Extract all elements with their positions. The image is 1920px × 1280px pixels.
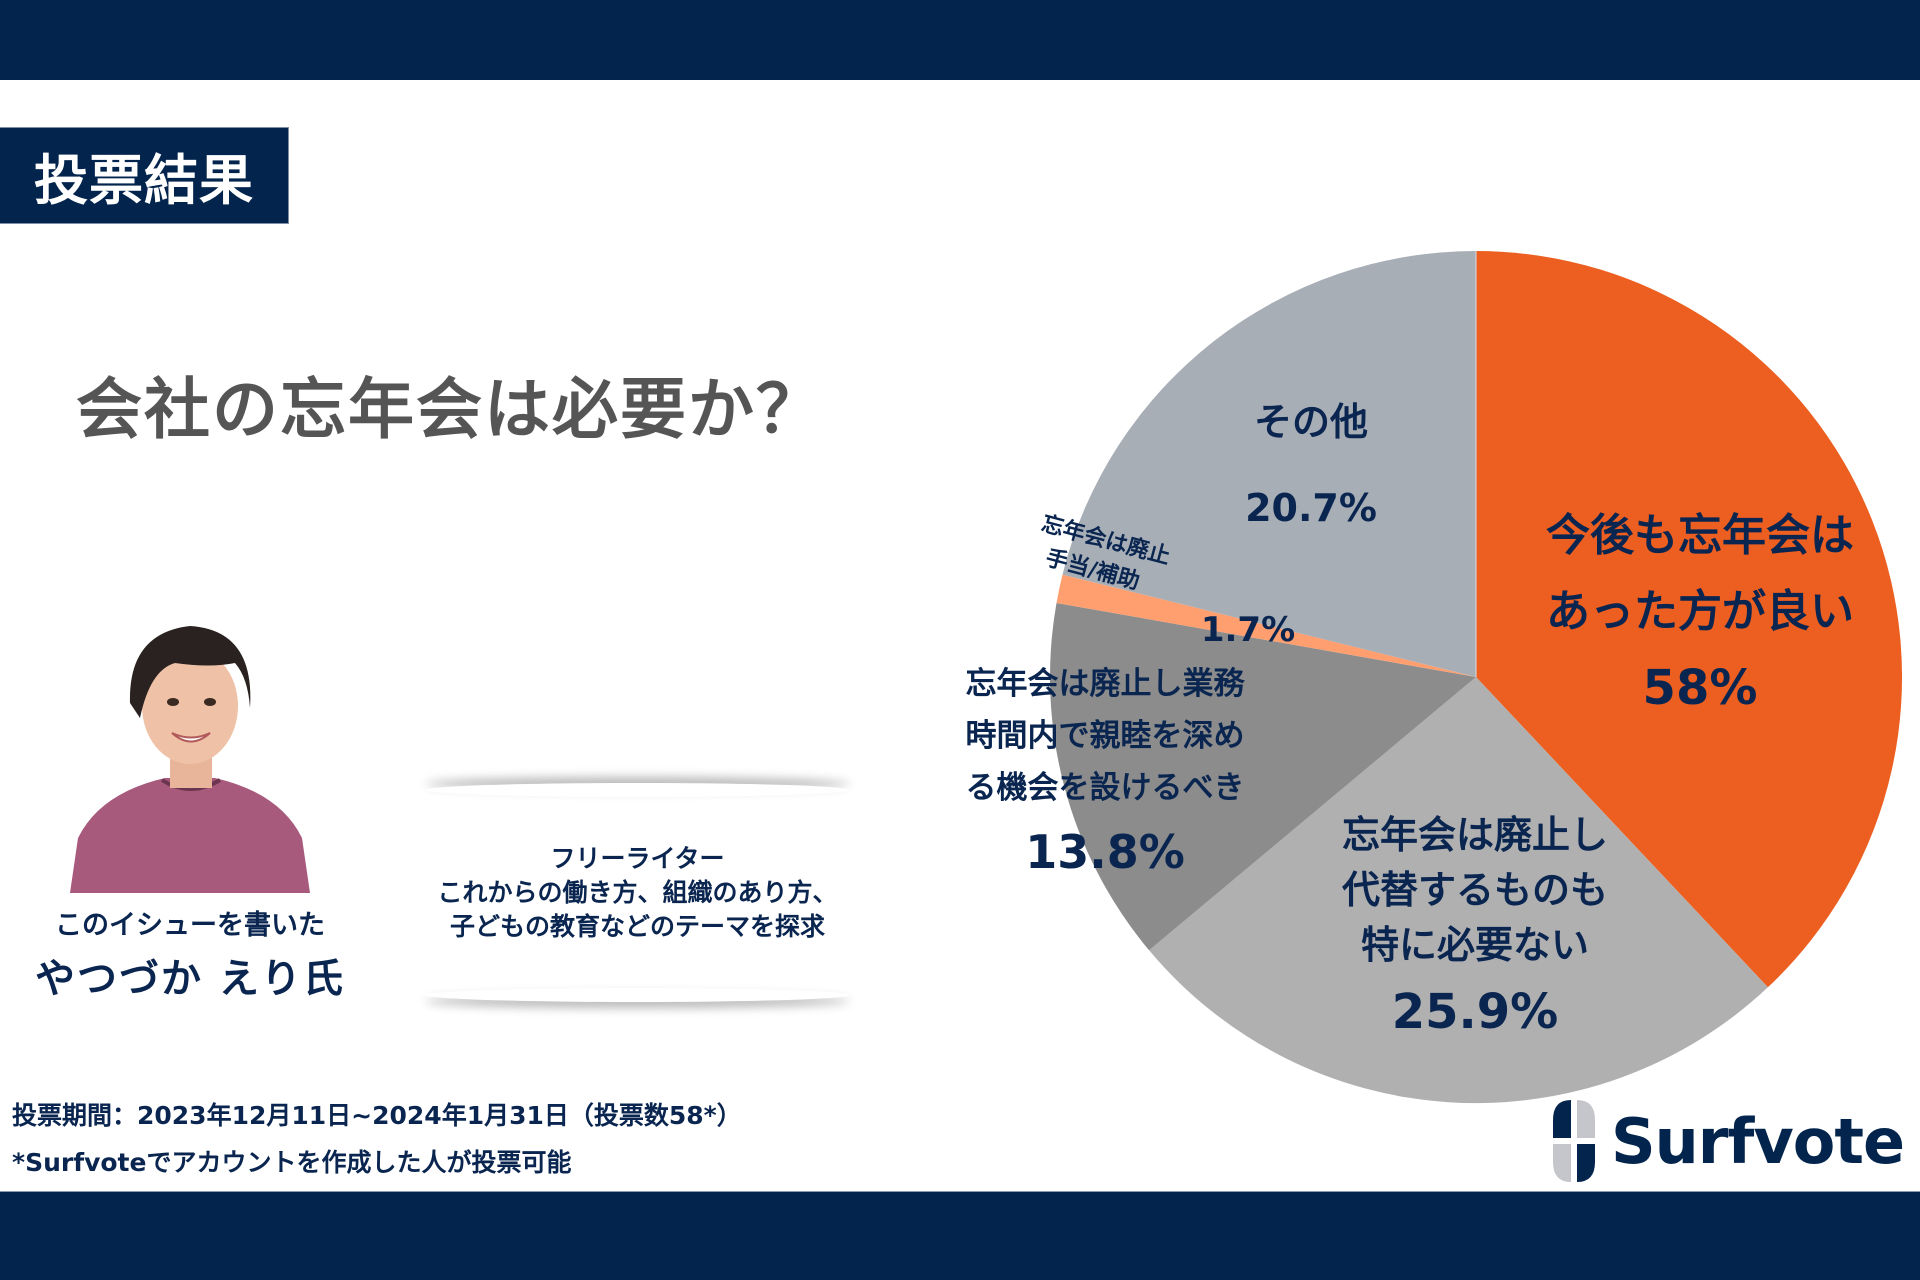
surfvote-logo: Surfvote <box>1553 1100 1905 1182</box>
voting-note: *Surfvoteでアカウントを作成した人が投票可能 <box>12 1148 572 1177</box>
results-badge-label: 投票結果 <box>34 149 254 212</box>
label-abolish-no-alternative: 忘年会は廃止し 代替するものも 特に必要ない 25.9% <box>1341 813 1609 1040</box>
bio-line: これからの働き方、組織のあり方、 <box>437 877 838 907</box>
label-abolish-allowance-value: 1.7% <box>1200 610 1296 650</box>
label-abolish-allowance: 忘年会は廃止 手当/補助 <box>1038 511 1173 595</box>
surfvote-logo-text: Surfvote <box>1611 1104 1905 1178</box>
label-abolish-work-hours: 忘年会は廃止し業務 時間内で親睦を深め る機会を設けるべき 13.8% <box>965 666 1245 879</box>
label-keep-party: 今後も忘年会は あった方が良い 58% <box>1546 510 1854 716</box>
bio-line: フリーライター <box>550 843 725 873</box>
author-bio-card: フリーライター これからの働き方、組織のあり方、 子どもの教育などのテーマを探求 <box>405 795 870 990</box>
author-caption: このイシューを書いた <box>55 910 325 941</box>
bio-line: 子どもの教育などのテーマを探求 <box>449 911 825 941</box>
author-name: やつづか えり氏 <box>35 956 345 1002</box>
results-badge: 投票結果 <box>0 127 289 224</box>
top-banner <box>0 0 1920 80</box>
bottom-banner <box>0 1191 1920 1280</box>
author-portrait-icon <box>70 608 310 893</box>
surfvote-logo-icon <box>1553 1100 1595 1182</box>
label-other: その他 20.7% <box>1245 400 1377 530</box>
poll-question: 会社の忘年会は必要か？ <box>76 371 824 448</box>
author-photo <box>70 608 310 893</box>
voting-period: 投票期間：2023年12月11日~2024年1月31日（投票数58*） <box>12 1101 742 1130</box>
